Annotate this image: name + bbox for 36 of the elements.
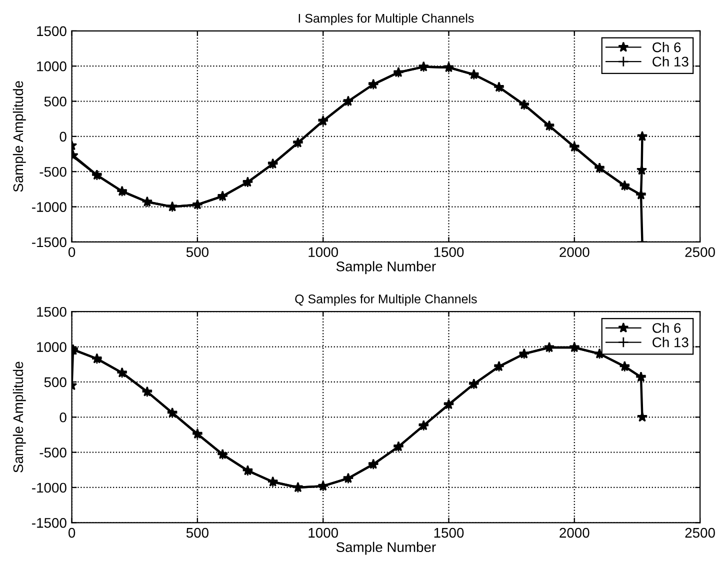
- x-tick-label: 1500: [434, 528, 464, 538]
- x-axis-title: Sample Number: [336, 542, 436, 555]
- y-tick-label: 1500: [37, 306, 66, 317]
- x-tick-label: 1000: [308, 247, 338, 258]
- x-tick-label: 1500: [434, 247, 464, 258]
- y-tick-label: -500: [40, 448, 66, 458]
- y-tick-label: -1500: [32, 518, 66, 528]
- x-tick-label: 2500: [685, 247, 715, 258]
- x-tick-label: 2000: [560, 247, 590, 258]
- y-tick-label: 0: [60, 412, 66, 422]
- x-tick-label: 1000: [308, 528, 338, 538]
- y-tick-label: -1000: [32, 202, 66, 212]
- y-axis-title: Sample Amplitude: [12, 81, 26, 192]
- y-tick-label: 1000: [37, 342, 66, 352]
- chart-title: I Samples for Multiple Channels: [298, 14, 474, 26]
- x-tick-label: 0: [68, 247, 76, 258]
- y-tick-label: -500: [40, 166, 66, 177]
- legend-label: Ch 13: [652, 56, 688, 67]
- chart-title: Q Samples for Multiple Channels: [295, 294, 477, 306]
- legend-label: Ch 13: [652, 337, 688, 348]
- y-tick-label: 1500: [37, 26, 66, 36]
- y-axis-title: Sample Amplitude: [12, 362, 26, 472]
- legend-label: Ch 6: [652, 42, 681, 52]
- x-tick-label: 2000: [560, 528, 590, 538]
- x-axis-title: Sample Number: [336, 261, 436, 274]
- y-tick-label: 0: [60, 132, 66, 142]
- x-tick-label: 2500: [685, 528, 715, 538]
- y-tick-label: -1500: [32, 237, 66, 248]
- x-tick-label: 500: [186, 528, 208, 538]
- y-tick-label: 500: [44, 96, 66, 106]
- legend-label: Ch 6: [652, 322, 681, 333]
- x-tick-label: 0: [68, 528, 76, 538]
- y-tick-label: -1000: [32, 482, 66, 493]
- y-tick-label: 1000: [37, 61, 66, 72]
- y-tick-label: 500: [44, 377, 66, 388]
- x-tick-label: 500: [186, 247, 208, 258]
